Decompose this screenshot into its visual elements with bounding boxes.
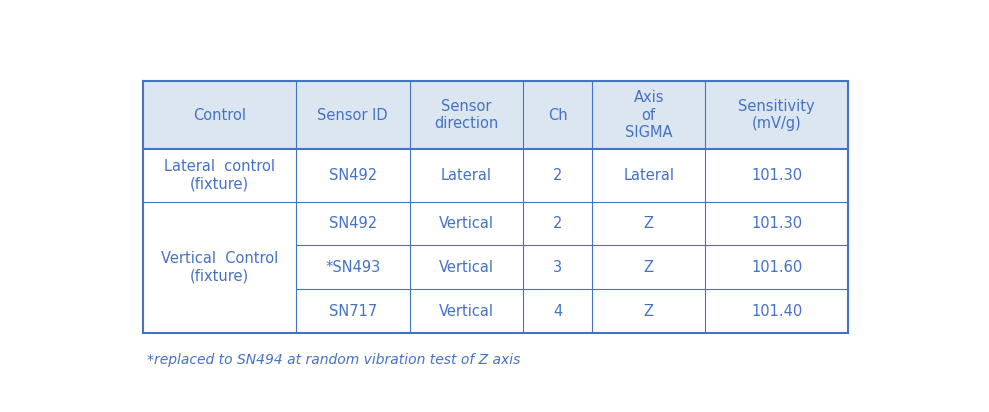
Text: Vertical: Vertical	[439, 304, 494, 318]
Text: Lateral  control
(fixture): Lateral control (fixture)	[164, 159, 275, 192]
Text: 101.30: 101.30	[751, 168, 802, 183]
Text: 4: 4	[553, 304, 562, 318]
Text: *replaced to SN494 at random vibration test of Z axis: *replaced to SN494 at random vibration t…	[146, 353, 520, 367]
Text: 101.40: 101.40	[751, 304, 802, 318]
Text: Vertical: Vertical	[439, 260, 494, 275]
Text: 3: 3	[553, 260, 562, 275]
Text: 101.30: 101.30	[751, 216, 802, 231]
Text: SN717: SN717	[328, 304, 377, 318]
Text: Sensor
direction: Sensor direction	[434, 99, 498, 131]
Text: SN492: SN492	[328, 168, 377, 183]
Text: 2: 2	[553, 216, 562, 231]
Bar	[142, 81, 848, 150]
Text: Lateral: Lateral	[623, 168, 674, 183]
Text: Sensor ID: Sensor ID	[317, 108, 388, 123]
Text: Vertical: Vertical	[439, 216, 494, 231]
Text: Ch: Ch	[548, 108, 568, 123]
Text: Control: Control	[193, 108, 246, 123]
Text: *SN493: *SN493	[325, 260, 381, 275]
Text: 2: 2	[553, 168, 562, 183]
Text: Z: Z	[644, 216, 654, 231]
Text: Vertical  Control
(fixture): Vertical Control (fixture)	[161, 251, 278, 283]
Text: Sensitivity
(mV/g): Sensitivity (mV/g)	[739, 99, 815, 131]
Text: 101.60: 101.60	[751, 260, 802, 275]
Text: Z: Z	[644, 304, 654, 318]
Text: Lateral: Lateral	[441, 168, 492, 183]
Text: SN492: SN492	[328, 216, 377, 231]
Text: Axis
of
SIGMA: Axis of SIGMA	[625, 90, 673, 140]
Text: Z: Z	[644, 260, 654, 275]
Bar	[142, 150, 848, 333]
